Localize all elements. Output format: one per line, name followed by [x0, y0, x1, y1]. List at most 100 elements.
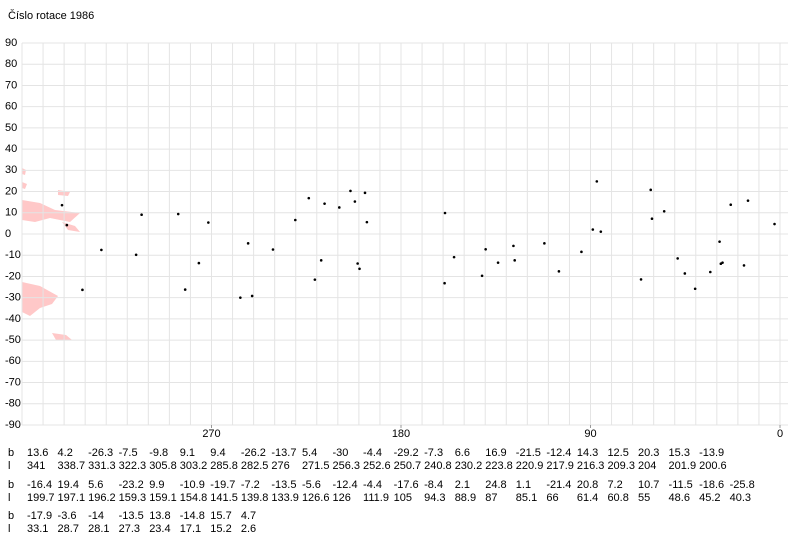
l-value: 240.8 — [424, 460, 452, 472]
spot — [649, 188, 653, 192]
l-value: 250.7 — [394, 460, 422, 472]
b-value: 13.8 — [149, 510, 170, 522]
b-value: 14.3 — [577, 447, 598, 459]
l-value: 154.8 — [180, 492, 208, 504]
spot — [746, 199, 750, 202]
l-value: 159.1 — [149, 492, 177, 504]
l-value: 141.5 — [210, 492, 238, 504]
b-value: -30 — [333, 447, 349, 459]
spot — [443, 211, 447, 215]
x-tick-label: 270 — [202, 428, 220, 440]
b-value: -14.8 — [180, 510, 205, 522]
b-value: 20.3 — [638, 447, 659, 459]
spot — [134, 253, 138, 257]
spot — [356, 262, 359, 265]
b-value: 9.9 — [149, 479, 164, 491]
b-value: 20.8 — [577, 479, 598, 491]
region — [22, 168, 26, 175]
b-value: 15.3 — [669, 447, 690, 459]
l-value: 15.2 — [210, 523, 231, 535]
l-value: 331.3 — [88, 460, 116, 472]
spot — [452, 255, 456, 259]
l-value: 252.6 — [363, 460, 391, 472]
b-value: 15.7 — [210, 510, 231, 522]
b-value: -21.4 — [546, 479, 571, 491]
l-value: 55 — [638, 492, 650, 504]
spot — [484, 247, 487, 251]
b-value: -23.2 — [119, 479, 144, 491]
b-value: 13.6 — [27, 447, 48, 459]
region — [22, 282, 58, 316]
b-value: -26.2 — [241, 447, 266, 459]
spot — [580, 250, 583, 254]
spot — [100, 248, 103, 252]
spot — [250, 294, 254, 298]
data-table: bl13.63414.2338.7-26.3331.3-7.5322.3-9.8… — [8, 447, 755, 535]
row-label: l — [8, 492, 10, 504]
l-value: 282.5 — [241, 460, 269, 472]
b-value: -4.4 — [363, 479, 382, 491]
grid: 90 80 70 60 50 40 30 20 10 0 -10 -20 -30 -40 -50 -60 -70… — [5, 37, 788, 440]
b-value: -13.5 — [119, 510, 144, 522]
spot — [742, 264, 746, 267]
l-value: 341 — [27, 460, 45, 472]
spot — [307, 196, 311, 200]
b-value: -13.5 — [271, 479, 296, 491]
l-value: 23.4 — [149, 523, 170, 535]
b-value: 19.4 — [58, 479, 79, 491]
y-tick-label: -50 — [5, 334, 21, 346]
spot — [81, 288, 84, 292]
l-value: 17.1 — [180, 523, 201, 535]
spot — [676, 257, 679, 260]
spot — [353, 200, 357, 203]
l-value: 220.9 — [516, 460, 544, 472]
l-value: 285.8 — [210, 460, 238, 472]
spot — [599, 230, 603, 233]
y-tick-label: 30 — [5, 164, 17, 176]
b-value: -13.9 — [699, 447, 724, 459]
y-tick-label: -20 — [5, 270, 21, 282]
y-tick-label: 70 — [5, 79, 17, 91]
l-value: 200.6 — [699, 460, 727, 472]
l-value: 2.6 — [241, 523, 256, 535]
l-value: 60.8 — [607, 492, 628, 504]
l-value: 216.3 — [577, 460, 605, 472]
spot — [239, 296, 242, 299]
y-tick-label: -30 — [5, 292, 21, 304]
b-value: 2.1 — [455, 479, 470, 491]
row-label: b — [8, 479, 14, 491]
y-tick-label: -90 — [5, 419, 21, 431]
row-label: l — [8, 523, 10, 535]
l-value: 209.3 — [607, 460, 635, 472]
l-value: 88.9 — [455, 492, 476, 504]
spot — [693, 287, 697, 291]
spot — [683, 272, 687, 275]
l-value: 28.1 — [88, 523, 109, 535]
l-value: 111.9 — [363, 492, 389, 504]
y-tick-label: 60 — [5, 101, 17, 113]
b-value: -18.6 — [699, 479, 724, 491]
y-tick-label: -40 — [5, 313, 21, 325]
b-value: -13.7 — [271, 447, 296, 459]
l-value: 204 — [638, 460, 656, 472]
l-value: 33.1 — [27, 523, 48, 535]
chart-title: Číslo rotace 1986 — [8, 9, 94, 22]
l-value: 126.6 — [302, 492, 330, 504]
spot — [591, 228, 595, 231]
l-value: 133.9 — [271, 492, 299, 504]
b-value: -11.5 — [669, 479, 693, 491]
y-tick-label: -80 — [5, 398, 21, 410]
row-label: l — [8, 460, 10, 472]
b-value: 9.1 — [180, 447, 195, 459]
spot — [480, 274, 484, 278]
b-value: 4.2 — [58, 447, 73, 459]
spot — [718, 240, 721, 243]
l-value: 61.4 — [577, 492, 598, 504]
l-value: 201.9 — [669, 460, 697, 472]
spot — [323, 202, 326, 205]
b-value: 7.2 — [607, 479, 622, 491]
b-value: -7.2 — [241, 479, 260, 491]
b-value: -7.5 — [119, 447, 138, 459]
l-value: 105 — [394, 492, 412, 504]
